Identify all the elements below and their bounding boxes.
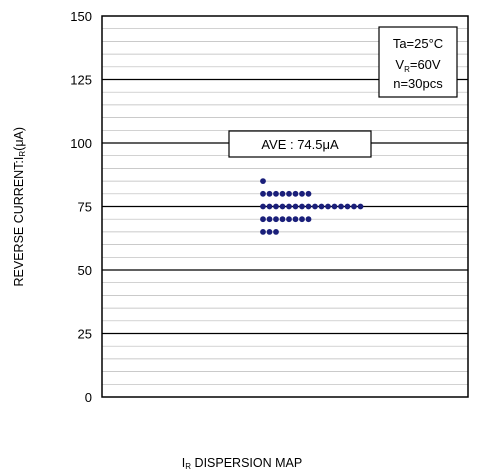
data-point bbox=[325, 203, 331, 210]
data-points bbox=[260, 178, 364, 235]
data-point bbox=[357, 203, 364, 210]
data-point bbox=[344, 203, 351, 210]
data-point bbox=[260, 178, 266, 185]
y-tick-label: 125 bbox=[70, 73, 92, 88]
data-point bbox=[299, 216, 305, 223]
y-tick-labels: 0 25 50 75 100 125 150 bbox=[70, 9, 92, 405]
data-point bbox=[279, 203, 286, 210]
chart-title: IR DISPERSION MAP bbox=[181, 456, 303, 471]
data-point bbox=[299, 203, 305, 210]
data-point bbox=[273, 190, 279, 197]
data-point bbox=[318, 203, 325, 210]
data-point bbox=[292, 216, 299, 223]
y-tick-label: 75 bbox=[78, 200, 92, 215]
data-point bbox=[273, 203, 279, 210]
data-point bbox=[273, 229, 279, 235]
y-tick-label: 150 bbox=[70, 9, 92, 24]
data-point bbox=[266, 229, 273, 235]
condition-temperature: Ta=25°C bbox=[393, 36, 443, 51]
condition-voltage: VR=60V bbox=[395, 57, 441, 74]
data-point bbox=[312, 203, 318, 210]
y-tick-label: 0 bbox=[85, 390, 92, 405]
plot-frame bbox=[101, 15, 469, 398]
y-tick-label: 50 bbox=[78, 263, 92, 278]
data-point bbox=[286, 203, 292, 210]
data-point bbox=[299, 190, 305, 197]
data-point bbox=[273, 216, 279, 223]
data-point bbox=[305, 216, 312, 223]
conditions-box: Ta=25°C VR=60V n=30pcs bbox=[378, 26, 458, 98]
data-point bbox=[305, 203, 312, 210]
data-point bbox=[266, 190, 273, 197]
data-point bbox=[292, 203, 299, 210]
y-tick-label: 100 bbox=[70, 136, 92, 151]
data-point bbox=[260, 203, 266, 210]
data-point bbox=[286, 190, 292, 197]
data-point bbox=[305, 190, 312, 197]
data-point bbox=[266, 216, 273, 223]
y-tick-label: 25 bbox=[78, 327, 92, 342]
y-axis-label: REVERSE CURRENT:IR(μA) bbox=[12, 126, 27, 287]
data-point bbox=[338, 203, 344, 210]
data-point bbox=[266, 203, 273, 210]
data-point bbox=[260, 190, 266, 197]
data-point bbox=[260, 229, 266, 235]
data-point bbox=[279, 190, 286, 197]
average-box: AVE : 74.5μA bbox=[228, 130, 372, 158]
data-point bbox=[292, 190, 299, 197]
condition-sample-count: n=30pcs bbox=[393, 76, 443, 91]
data-point bbox=[260, 216, 266, 223]
data-point bbox=[286, 216, 292, 223]
data-point bbox=[351, 203, 357, 210]
average-label: AVE : 74.5μA bbox=[261, 137, 339, 152]
data-point bbox=[331, 203, 338, 210]
data-point bbox=[279, 216, 286, 223]
